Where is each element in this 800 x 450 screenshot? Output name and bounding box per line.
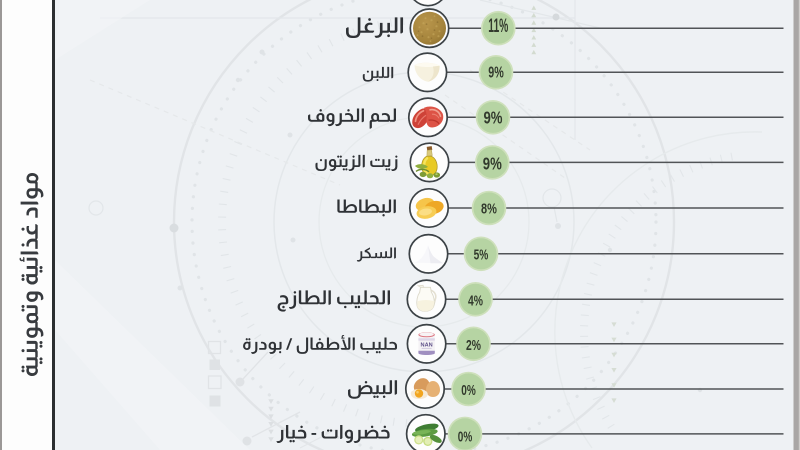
svg-text:0%: 0% xyxy=(461,382,476,399)
svg-text:9%: 9% xyxy=(483,154,502,174)
svg-text:8%: 8% xyxy=(481,201,497,217)
svg-text:4%: 4% xyxy=(468,292,483,309)
svg-text:5%: 5% xyxy=(474,246,489,263)
svg-text:0%: 0% xyxy=(458,429,473,446)
svg-text:9%: 9% xyxy=(484,108,503,128)
svg-text:11%: 11% xyxy=(488,15,508,37)
svg-text:NAN: NAN xyxy=(421,343,433,349)
svg-text:9%: 9% xyxy=(488,65,504,82)
svg-text:2%: 2% xyxy=(466,337,481,354)
